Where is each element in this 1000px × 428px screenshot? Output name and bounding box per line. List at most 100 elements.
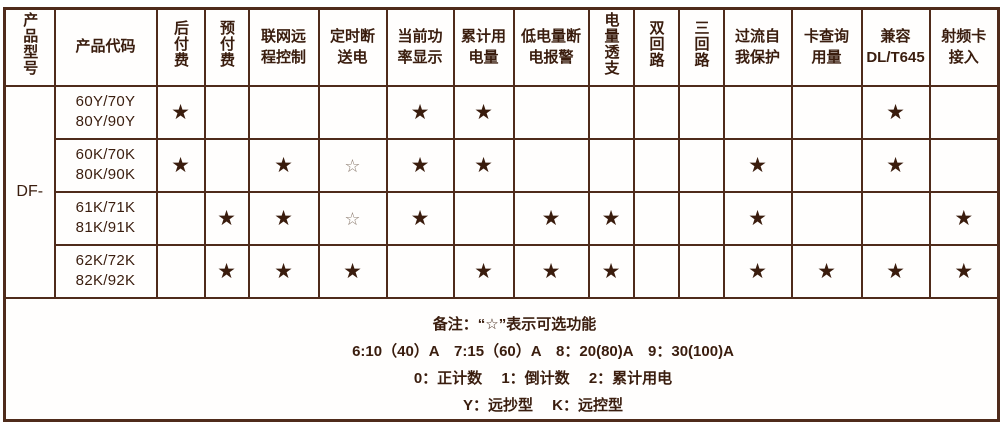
col-header-low-battery-cutoff-alarm: 低电量断 电报警 xyxy=(512,7,590,87)
feature-cell: ★ xyxy=(317,243,388,299)
code-line: 81K/91K xyxy=(75,219,136,236)
feature-cell: ★ xyxy=(587,243,635,299)
header-line: 累计用 xyxy=(460,28,506,46)
header-line: 低电量断 xyxy=(520,28,581,46)
feature-cell: ★ xyxy=(860,243,931,299)
feature-cell xyxy=(155,243,206,299)
table-row: 62K/72K 82K/92K ★ ★ ★ ★ ★ ★ ★ ★ ★ ★ xyxy=(5,243,1000,299)
feature-cell: ★ xyxy=(155,137,206,193)
feature-cell xyxy=(722,84,793,140)
feature-cell xyxy=(632,243,680,299)
header-line: 程控制 xyxy=(260,49,306,67)
notes-block: 备注：“☆”表示可选功能 6:10（40）A 7:15（60）A 8：20(80… xyxy=(7,299,997,418)
feature-cell xyxy=(928,84,1000,140)
feature-cell: ★ xyxy=(722,190,793,246)
code-line: 82K/92K xyxy=(75,272,136,289)
feature-cell: ★ xyxy=(512,243,590,299)
feature-cell xyxy=(677,137,725,193)
feature-cell: ★ xyxy=(452,137,515,193)
feature-cell xyxy=(928,137,1000,193)
code-line: 80Y/90Y xyxy=(75,113,136,130)
product-code-cell: 60K/70K 80K/90K xyxy=(53,137,158,193)
product-feature-table: 产品型号 产品代码 后付费 预付费 联网远 程控制 定时断 送电 当前功 率显示… xyxy=(3,7,1000,422)
notes-cell: 备注：“☆”表示可选功能 6:10（40）A 7:15（60）A 8：20(80… xyxy=(3,296,1000,421)
feature-cell: ★ xyxy=(155,84,206,140)
feature-cell xyxy=(790,84,863,140)
col-header-timed-power-cutoff: 定时断 送电 xyxy=(317,7,388,87)
feature-cell: ☆ xyxy=(317,190,388,246)
col-header-energy-overdraft-label: 电量透支 xyxy=(602,12,620,77)
header-line: 当前功 xyxy=(397,28,443,46)
feature-cell: ★ xyxy=(203,243,250,299)
feature-cell: ★ xyxy=(452,243,515,299)
header-line: 用量 xyxy=(811,49,842,67)
col-header-dlt645-compatible: 兼容 DL/T645 xyxy=(860,7,931,87)
col-header-overcurrent-protection: 过流自 我保护 xyxy=(722,7,793,87)
col-header-energy-overdraft: 电量透支 xyxy=(587,7,635,87)
header-line: 卡查询 xyxy=(803,28,849,46)
product-code-cell: 60Y/70Y 80Y/90Y xyxy=(53,84,158,140)
table-row: 60K/70K 80K/90K ★ ★ ☆ ★ ★ ★ ★ xyxy=(5,137,1000,193)
col-header-product-model: 产品型号 xyxy=(3,7,56,87)
col-header-triple-circuit-label: 三回路 xyxy=(692,20,710,69)
col-header-rf-card-access: 射频卡 接入 xyxy=(928,7,1000,87)
feature-cell: ☆ xyxy=(317,137,388,193)
header-line: 送电 xyxy=(337,49,368,67)
col-header-postpaid: 后付费 xyxy=(155,7,206,87)
col-header-product-code: 产品代码 xyxy=(53,7,158,87)
feature-cell: ★ xyxy=(928,190,1000,246)
model-prefix-cell: DF- xyxy=(3,84,56,299)
feature-cell: ★ xyxy=(790,243,863,299)
col-header-dual-circuit-label: 双回路 xyxy=(647,20,665,69)
notes-row: 备注：“☆”表示可选功能 6:10（40）A 7:15（60）A 8：20(80… xyxy=(3,296,1000,421)
product-code-cell: 62K/72K 82K/92K xyxy=(53,243,158,299)
code-line: 60K/70K xyxy=(75,146,136,163)
col-header-product-model-label: 产品型号 xyxy=(21,12,39,77)
feature-cell xyxy=(790,190,863,246)
feature-cell xyxy=(317,84,388,140)
col-header-cumulative-energy: 累计用 电量 xyxy=(452,7,515,87)
col-header-prepaid: 预付费 xyxy=(203,7,250,87)
header-line: 射频卡 xyxy=(941,28,987,46)
feature-cell xyxy=(203,137,250,193)
feature-cell xyxy=(677,190,725,246)
feature-cell: ★ xyxy=(722,243,793,299)
feature-cell xyxy=(677,243,725,299)
feature-cell xyxy=(677,84,725,140)
feature-cell: ★ xyxy=(203,190,250,246)
header-line: 联网远 xyxy=(260,28,306,46)
header-line: 接入 xyxy=(948,49,979,67)
feature-cell: ★ xyxy=(247,190,320,246)
feature-cell xyxy=(587,137,635,193)
feature-cell: ★ xyxy=(452,84,515,140)
col-header-dual-circuit: 双回路 xyxy=(632,7,680,87)
feature-cell xyxy=(452,190,515,246)
product-code-cell: 61K/71K 81K/91K xyxy=(53,190,158,246)
code-line: 61K/71K xyxy=(75,199,136,216)
header-line: 我保护 xyxy=(734,49,780,67)
col-header-product-code-label: 产品代码 xyxy=(75,38,136,56)
note-line-2: 6:10（40）A 7:15（60）A 8：20(80)A 9：30(100)A xyxy=(352,342,734,360)
col-header-prepaid-label: 预付费 xyxy=(218,20,235,69)
feature-cell: ★ xyxy=(385,137,455,193)
feature-cell: ★ xyxy=(247,137,320,193)
header-line: 过流自 xyxy=(734,28,780,46)
feature-cell: ★ xyxy=(928,243,1000,299)
header-line: 电报警 xyxy=(528,49,574,67)
feature-cell xyxy=(860,190,931,246)
code-line: 80K/90K xyxy=(75,166,136,183)
header-line: 率显示 xyxy=(397,49,443,67)
col-header-postpaid-label: 后付费 xyxy=(172,20,189,69)
col-header-triple-circuit: 三回路 xyxy=(677,7,725,87)
feature-cell xyxy=(512,84,590,140)
note-line-4: Y：远抄型 K：远控型 xyxy=(462,396,623,414)
feature-cell xyxy=(790,137,863,193)
code-line: 60Y/70Y xyxy=(75,93,136,110)
feature-cell xyxy=(385,243,455,299)
col-header-card-usage-query: 卡查询 用量 xyxy=(790,7,863,87)
feature-cell: ★ xyxy=(385,190,455,246)
feature-cell: ★ xyxy=(860,137,931,193)
note-line-3: 0：正计数 1：倒计数 2：累计用电 xyxy=(413,369,673,387)
feature-cell: ★ xyxy=(512,190,590,246)
